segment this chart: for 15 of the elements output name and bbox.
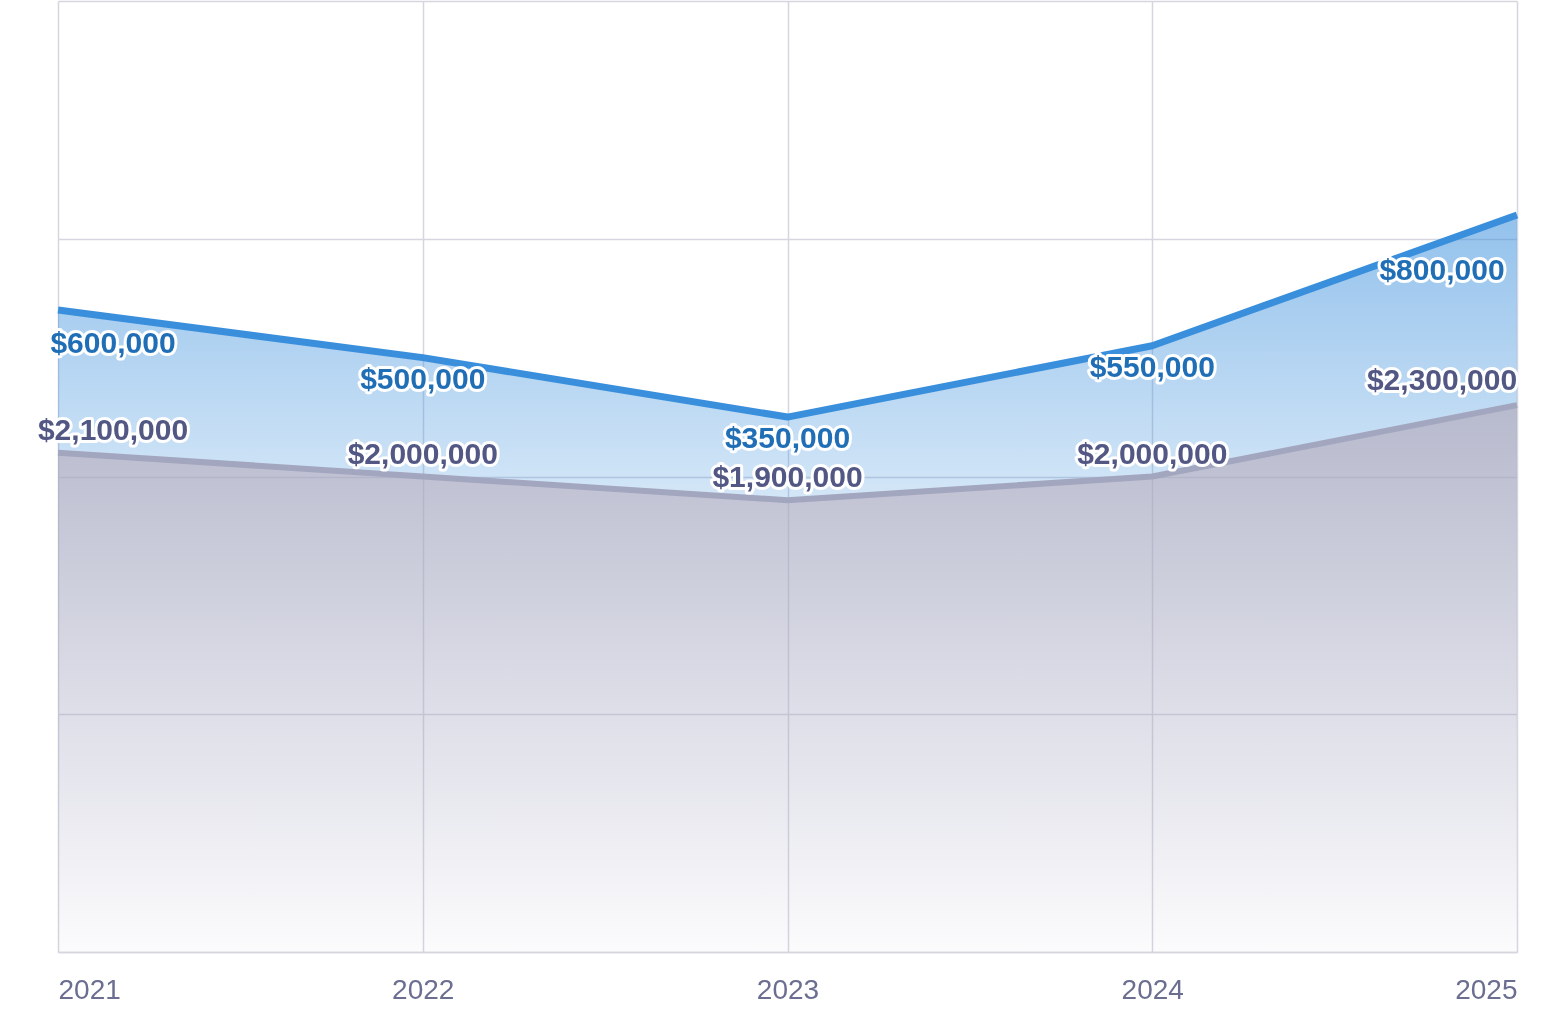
data-label: $600,000 — [50, 326, 176, 360]
x-tick-label: 2022 — [392, 973, 455, 1005]
data-label: $2,100,000 — [37, 412, 189, 446]
data-label: $350,000 — [724, 421, 851, 455]
x-tick-label: 2023 — [756, 973, 820, 1005]
x-tick-label: 2025 — [1455, 973, 1518, 1005]
data-label: $550,000 — [1089, 349, 1215, 383]
data-label: $500,000 — [360, 361, 486, 395]
data-label: $2,300,000 — [1366, 363, 1518, 397]
x-tick-label: 2024 — [1121, 973, 1184, 1005]
data-label: $2,000,000 — [347, 436, 498, 470]
data-label: $1,900,000 — [712, 460, 863, 494]
x-tick-label: 2021 — [58, 973, 121, 1005]
data-label: $800,000 — [1379, 252, 1505, 286]
data-label: $2,000,000 — [1077, 436, 1228, 470]
